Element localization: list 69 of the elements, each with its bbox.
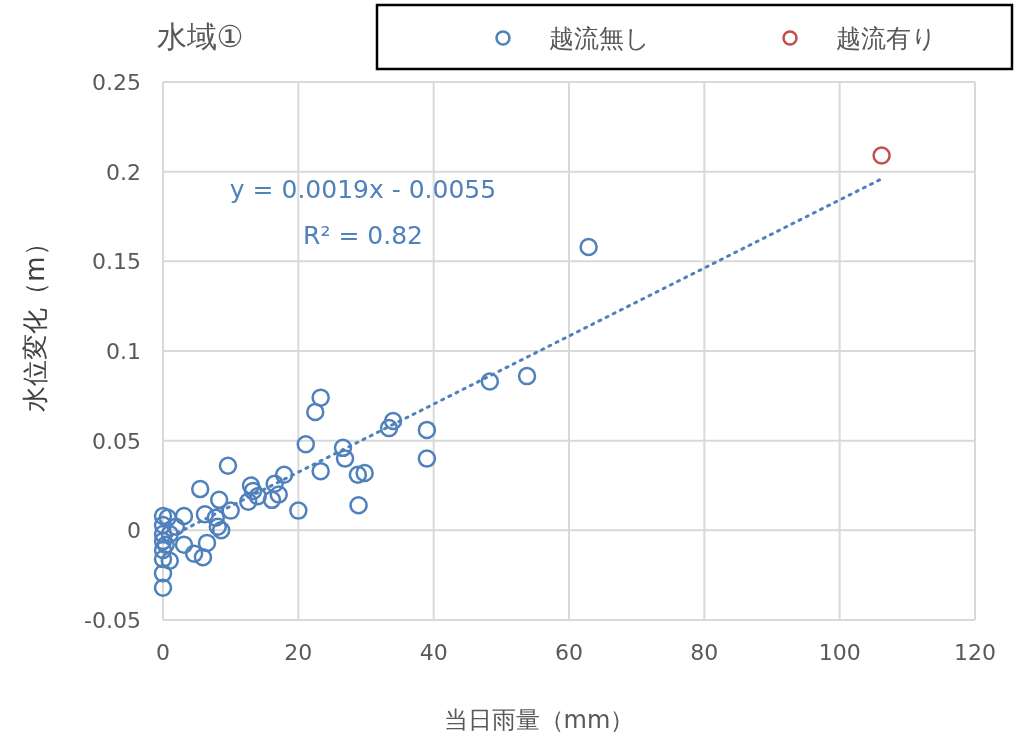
point	[193, 547, 213, 567]
point	[174, 535, 194, 554]
y-tick-label: 0.25	[92, 70, 141, 95]
y-tick-label: 0.1	[106, 339, 141, 364]
x-tick-label: 120	[954, 640, 996, 665]
point	[208, 517, 228, 536]
point	[333, 438, 353, 458]
point	[289, 501, 308, 520]
y-axis-title: 水位変化（m）	[20, 230, 50, 412]
point	[248, 487, 267, 506]
x-tick-label: 0	[156, 640, 170, 665]
point	[243, 481, 263, 501]
point	[265, 474, 284, 493]
point	[153, 515, 173, 535]
point	[241, 476, 261, 495]
point	[158, 508, 177, 528]
point	[335, 449, 355, 468]
point	[872, 146, 891, 165]
point	[417, 420, 437, 440]
point	[349, 495, 368, 515]
point	[190, 479, 210, 499]
legend-label: 越流有り	[836, 24, 937, 53]
point	[480, 372, 500, 391]
point	[209, 490, 229, 510]
x-tick-label: 40	[419, 640, 448, 665]
point	[221, 501, 240, 520]
point	[517, 366, 537, 386]
point	[153, 506, 173, 526]
point	[311, 388, 330, 407]
y-tick-label: -0.05	[84, 608, 141, 633]
point	[417, 449, 437, 468]
x-tick-label: 20	[284, 640, 313, 665]
y-tick-label: 0.15	[92, 249, 141, 275]
point	[379, 418, 399, 438]
point	[153, 564, 173, 583]
x-tick-label: 60	[555, 640, 583, 665]
point	[311, 461, 330, 481]
point	[274, 465, 294, 484]
point	[153, 549, 173, 569]
annotation: R² = 0.82	[303, 221, 423, 250]
point	[197, 533, 217, 553]
point	[218, 456, 238, 476]
point	[166, 517, 186, 536]
y-tick-label: 0.05	[92, 428, 141, 454]
point	[355, 463, 374, 483]
point	[184, 544, 204, 563]
annotation: y = 0.0019x - 0.0055	[229, 175, 497, 204]
point	[579, 237, 598, 257]
x-tick-label: 80	[690, 640, 719, 665]
point	[269, 485, 288, 504]
point	[153, 578, 173, 597]
x-axis-title: 当日雨量（mm）	[443, 706, 635, 734]
y-tick-label: 0.2	[106, 159, 141, 185]
legend-label: 越流無し	[549, 24, 650, 53]
point	[348, 465, 368, 484]
y-tick-label: 0	[127, 518, 141, 544]
point	[174, 506, 194, 526]
chart-title: 水域①	[156, 19, 244, 54]
point	[262, 490, 282, 510]
point	[296, 435, 316, 454]
point	[306, 402, 325, 422]
point	[160, 551, 180, 571]
point	[383, 411, 403, 431]
point	[195, 504, 215, 524]
point	[239, 492, 258, 511]
x-tick-label: 100	[818, 640, 861, 665]
point	[211, 521, 231, 540]
point	[206, 508, 226, 528]
point	[153, 540, 173, 560]
